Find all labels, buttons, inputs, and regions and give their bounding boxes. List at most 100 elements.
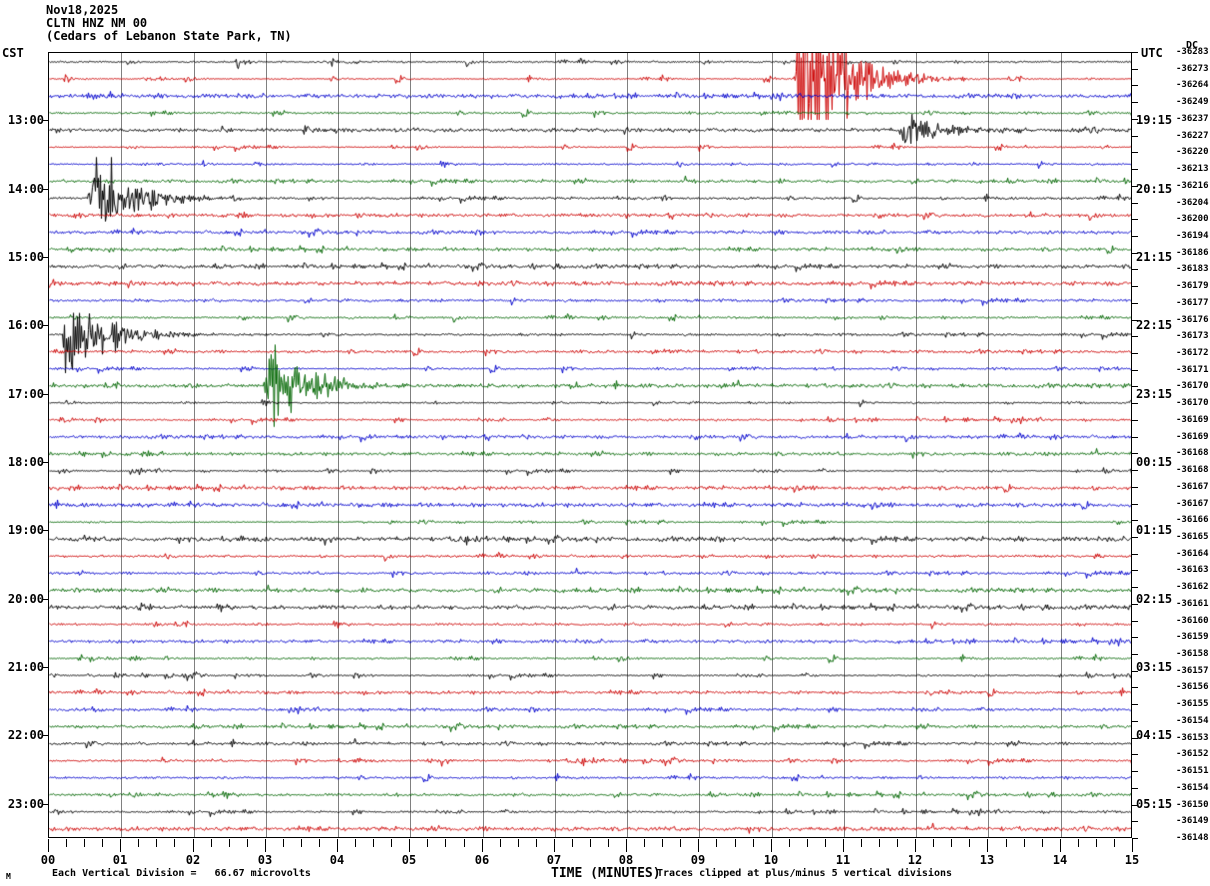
dc-offset-value: -36165	[1176, 531, 1209, 542]
x-tick-minor	[427, 839, 428, 847]
x-tick-minor	[247, 839, 248, 847]
dc-offset-value: -36148	[1176, 833, 1209, 843]
dc-tick	[1132, 253, 1138, 254]
x-tick-minor	[174, 839, 175, 847]
dc-offset-value: -36162	[1176, 582, 1209, 593]
dc-offset-value: -36168	[1176, 448, 1209, 459]
dc-tick	[1132, 687, 1138, 688]
header-station: CLTN HNZ NM 00	[46, 16, 148, 30]
dc-tick	[1132, 654, 1138, 655]
dc-offset-value: -36171	[1176, 364, 1209, 375]
dc-tick	[1132, 621, 1138, 622]
dc-offset-value: -36160	[1176, 615, 1209, 626]
dc-offset-value: -36227	[1176, 130, 1209, 141]
dc-offset-value: -36163	[1176, 565, 1209, 576]
x-tick-minor	[319, 839, 320, 847]
dc-tick	[1132, 520, 1138, 521]
dc-offset-value: -36216	[1176, 180, 1209, 191]
dc-tick	[1132, 788, 1138, 789]
utc-label-0415: 04:15	[1136, 728, 1173, 743]
cst-label-1900: 19:00	[7, 523, 44, 538]
dc-offset-value: -36186	[1176, 247, 1209, 258]
dc-tick	[1132, 805, 1138, 806]
cst-label-1800: 18:00	[7, 455, 44, 470]
magnitude-marker: M	[6, 872, 11, 881]
x-axis-label-05: 05	[401, 853, 417, 867]
dc-tick	[1132, 838, 1138, 839]
x-tick-minor	[518, 839, 519, 847]
x-tick-minor	[951, 839, 952, 847]
dc-tick	[1132, 437, 1138, 438]
x-tick-major	[987, 839, 988, 852]
dc-tick	[1132, 671, 1138, 672]
utc-label-2115: 21:15	[1136, 250, 1173, 265]
dc-offset-value: -36151	[1176, 766, 1209, 777]
dc-tick	[1132, 52, 1138, 53]
dc-tick	[1132, 320, 1138, 321]
dc-tick	[1132, 637, 1138, 638]
dc-tick	[1132, 487, 1138, 488]
dc-offset-value: -36237	[1176, 113, 1209, 124]
dc-tick	[1132, 236, 1138, 237]
utc-label-0315: 03:15	[1136, 660, 1173, 675]
x-tick-minor	[861, 839, 862, 847]
x-axis-label-06: 06	[474, 853, 490, 867]
header-date: Nov18,2025	[46, 3, 119, 17]
header-block: Nov18,2025 CLTN HNZ NM 00 (Cedars of Leb…	[46, 4, 292, 43]
dc-tick	[1132, 286, 1138, 287]
dc-tick	[1132, 704, 1138, 705]
helicorder-plot[interactable]	[48, 52, 1132, 838]
dc-offset-value: -36179	[1176, 281, 1209, 292]
x-tick-minor	[825, 839, 826, 847]
cst-label-1600: 16:00	[7, 318, 44, 333]
x-axis-label-09: 09	[690, 853, 706, 867]
clip-note: Traces clipped at plus/minus 5 vertical …	[657, 868, 953, 879]
dc-offset-value: -36164	[1176, 548, 1209, 559]
dc-tick	[1132, 570, 1138, 571]
x-tick-major	[843, 839, 844, 852]
x-axis-label-07: 07	[546, 853, 562, 867]
x-tick-minor	[789, 839, 790, 847]
dc-tick	[1132, 370, 1138, 371]
dc-offset-value: -36170	[1176, 398, 1209, 409]
dc-tick	[1132, 353, 1138, 354]
x-tick-minor	[572, 839, 573, 847]
x-tick-minor	[66, 839, 67, 847]
dc-tick	[1132, 504, 1138, 505]
dc-tick	[1132, 420, 1138, 421]
x-axis-label-15: 15	[1124, 853, 1140, 867]
utc-label-2215: 22:15	[1136, 318, 1173, 333]
dc-axis-caption: DC	[1186, 40, 1199, 51]
dc-tick	[1132, 269, 1138, 270]
utc-label-0215: 02:15	[1136, 591, 1173, 606]
x-tick-major	[482, 839, 483, 852]
x-tick-minor	[102, 839, 103, 847]
x-tick-minor	[608, 839, 609, 847]
x-tick-minor	[445, 839, 446, 847]
dc-offset-value: -36154	[1176, 782, 1209, 793]
dc-tick	[1132, 554, 1138, 555]
x-tick-major	[193, 839, 194, 852]
dc-tick	[1132, 203, 1138, 204]
x-tick-minor	[644, 839, 645, 847]
x-axis-label-00: 00	[40, 853, 56, 867]
x-tick-major	[698, 839, 699, 852]
x-tick-minor	[807, 839, 808, 847]
dc-offset-value: -36150	[1176, 799, 1209, 810]
x-tick-major	[409, 839, 410, 852]
dc-offset-value: -36154	[1176, 715, 1209, 726]
dc-tick	[1132, 754, 1138, 755]
x-tick-major	[554, 839, 555, 852]
dc-offset-value: -36155	[1176, 699, 1209, 710]
dc-tick	[1132, 470, 1138, 471]
x-tick-minor	[897, 839, 898, 847]
dc-offset-value: -36152	[1176, 749, 1209, 760]
x-axis-label-13: 13	[979, 853, 995, 867]
x-tick-minor	[1096, 839, 1097, 847]
dc-offset-value: -36166	[1176, 515, 1209, 526]
dc-offset-value: -36149	[1176, 816, 1209, 827]
dc-offset-value: -36177	[1176, 297, 1209, 308]
dc-tick	[1132, 386, 1138, 387]
dc-tick	[1132, 336, 1138, 337]
x-tick-minor	[590, 839, 591, 847]
